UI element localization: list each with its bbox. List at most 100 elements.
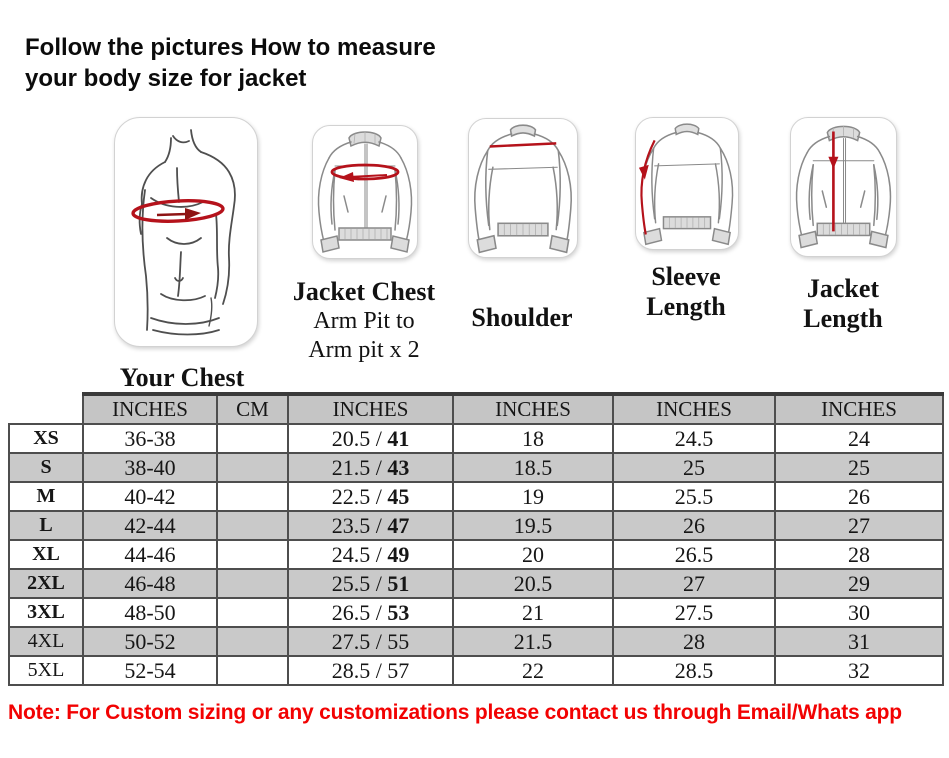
- shoulder-cell: 20: [452, 539, 614, 570]
- jacket-length-illustration: [791, 118, 896, 256]
- jacket-length-cell: 26: [774, 481, 944, 512]
- jacket-chest-cell: 25.5 / 51: [287, 568, 454, 599]
- shoulder-measure-mark: [489, 142, 557, 148]
- sleeve-length-cell: 28: [612, 626, 776, 657]
- jacket-chest-cell: 28.5 / 57: [287, 655, 454, 686]
- jacket-chest-header: INCHES: [287, 392, 454, 425]
- size-label-cell: L: [8, 510, 84, 541]
- sleeve-length-cell: 26: [612, 510, 776, 541]
- sleeve-length-cell: 25.5: [612, 481, 776, 512]
- sleeve-measure-mark: [638, 139, 656, 235]
- size-table: INCHES CM INCHES INCHES INCHES INCHES XS…: [8, 392, 944, 686]
- custom-sizing-note: Note: For Custom sizing or any customiza…: [8, 701, 902, 724]
- jacket-length-measure-mark: [828, 131, 839, 232]
- sleeve-length-cell: 27.5: [612, 597, 776, 628]
- shoulder-cell: 18: [452, 423, 614, 454]
- sleeve-length-cell: 24.5: [612, 423, 776, 454]
- jacket-chest-cell: 20.5 / 41: [287, 423, 454, 454]
- size-table-body: XS 36-38 20.5 / 41 18 24.5 24 S 38-40 21.5 / 43 1…: [8, 423, 944, 686]
- jacket-length-cell: 28: [774, 539, 944, 570]
- size-label-cell: 3XL: [8, 597, 84, 628]
- sleeve-length-cell: 28.5: [612, 655, 776, 686]
- page-title-line2: your body size for jacket: [25, 65, 307, 92]
- table-header-row: INCHES CM INCHES INCHES INCHES INCHES: [9, 392, 944, 425]
- chest-measure-mark: [131, 199, 225, 223]
- chest-cm-cell: [216, 539, 289, 570]
- jacket-length-figure-card: [790, 117, 897, 257]
- chest-inches-cell: 40-42: [82, 481, 218, 512]
- chest-inches-cell: 50-52: [82, 626, 218, 657]
- table-row: 3XL 48-50 26.5 / 53 21 27.5 30: [8, 597, 944, 628]
- shoulder-cell: 19: [452, 481, 614, 512]
- torso-figure-card: [114, 117, 258, 347]
- size-label-cell: M: [8, 481, 84, 512]
- table-row: L 42-44 23.5 / 47 19.5 26 27: [8, 510, 944, 541]
- chest-inches-cell: 52-54: [82, 655, 218, 686]
- jacket-length-header: INCHES: [774, 392, 944, 425]
- shoulder-cell: 19.5: [452, 510, 614, 541]
- jacket-chest-illustration: [313, 126, 417, 258]
- size-label-cell: 2XL: [8, 568, 84, 599]
- shoulder-cell: 20.5: [452, 568, 614, 599]
- sleeve-length-figure-card: [635, 117, 739, 250]
- chest-inches-cell: 42-44: [82, 510, 218, 541]
- shoulder-cell: 18.5: [452, 452, 614, 483]
- chest-cm-cell: [216, 481, 289, 512]
- sleeve-length-cell: 25: [612, 452, 776, 483]
- shoulder-cell: 21.5: [452, 626, 614, 657]
- jacket-chest-cell: 26.5 / 53: [287, 597, 454, 628]
- chest-cm-header: CM: [216, 392, 289, 425]
- table-row: M 40-42 22.5 / 45 19 25.5 26: [8, 481, 944, 512]
- size-column-header: [9, 394, 84, 425]
- shoulder-figure-card: [468, 118, 578, 258]
- chest-inches-cell: 46-48: [82, 568, 218, 599]
- sleeve-length-header: INCHES: [612, 392, 776, 425]
- shoulder-label: Shoulder: [471, 303, 573, 332]
- jacket-length-cell: 32: [774, 655, 944, 686]
- chest-cm-cell: [216, 510, 289, 541]
- chest-inches-cell: 44-46: [82, 539, 218, 570]
- page-title: Follow the pictures How to measure your …: [25, 32, 436, 94]
- shoulder-header: INCHES: [452, 392, 614, 425]
- size-label-cell: 5XL: [8, 655, 84, 686]
- chest-inches-header: INCHES: [82, 392, 218, 425]
- jacket-chest-label: Jacket Chest Arm Pit to Arm pit x 2: [292, 277, 436, 363]
- chest-inches-cell: 48-50: [82, 597, 218, 628]
- jacket-chest-measure-mark: [330, 163, 400, 182]
- shoulder-cell: 22: [452, 655, 614, 686]
- jacket-length-cell: 24: [774, 423, 944, 454]
- chest-inches-cell: 36-38: [82, 423, 218, 454]
- table-row: 2XL 46-48 25.5 / 51 20.5 27 29: [8, 568, 944, 599]
- table-row: XL 44-46 24.5 / 49 20 26.5 28: [8, 539, 944, 570]
- chest-cm-cell: [216, 626, 289, 657]
- torso-chest-illustration: [131, 129, 236, 336]
- chest-cm-cell: [216, 423, 289, 454]
- chest-cm-cell: [216, 655, 289, 686]
- size-label-cell: XL: [8, 539, 84, 570]
- table-row: 4XL 50-52 27.5 / 55 21.5 28 31: [8, 626, 944, 657]
- sleeve-length-illustration: [638, 118, 738, 249]
- jacket-length-cell: 27: [774, 510, 944, 541]
- chest-inches-cell: 38-40: [82, 452, 218, 483]
- jacket-length-cell: 29: [774, 568, 944, 599]
- jacket-chest-cell: 21.5 / 43: [287, 452, 454, 483]
- jacket-chest-cell: 23.5 / 47: [287, 510, 454, 541]
- size-label-cell: S: [8, 452, 84, 483]
- sleeve-length-label: Sleeve Length: [646, 262, 726, 321]
- jacket-length-label: Jacket Length: [803, 274, 883, 333]
- table-row: 5XL 52-54 28.5 / 57 22 28.5 32: [8, 655, 944, 686]
- shoulder-cell: 21: [452, 597, 614, 628]
- chest-cm-cell: [216, 452, 289, 483]
- jacket-chest-figure-card: [312, 125, 418, 259]
- page-title-line1: Follow the pictures How to measure: [25, 34, 436, 61]
- jacket-length-cell: 30: [774, 597, 944, 628]
- jacket-length-cell: 31: [774, 626, 944, 657]
- shoulder-illustration: [469, 119, 577, 257]
- chest-cm-cell: [216, 568, 289, 599]
- chest-cm-cell: [216, 597, 289, 628]
- sleeve-length-cell: 27: [612, 568, 776, 599]
- table-row: S 38-40 21.5 / 43 18.5 25 25: [8, 452, 944, 483]
- jacket-chest-cell: 27.5 / 55: [287, 626, 454, 657]
- sleeve-length-cell: 26.5: [612, 539, 776, 570]
